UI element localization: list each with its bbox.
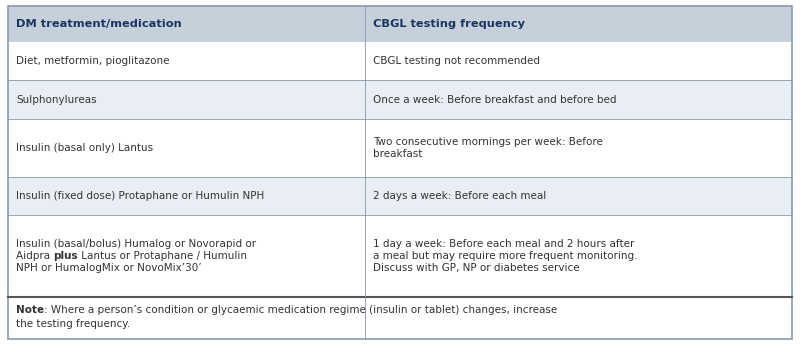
Bar <box>8 119 792 177</box>
Bar <box>8 215 792 297</box>
Text: the testing frequency.: the testing frequency. <box>16 319 130 329</box>
Text: 1 day a week: Before each meal and 2 hours after: 1 day a week: Before each meal and 2 hou… <box>373 239 634 249</box>
Text: breakfast: breakfast <box>373 149 422 159</box>
Text: Aidpra: Aidpra <box>16 251 54 261</box>
Text: Lantus or Protaphane / Humulin: Lantus or Protaphane / Humulin <box>78 251 247 261</box>
Text: Diet, metformin, pioglitazone: Diet, metformin, pioglitazone <box>16 56 170 66</box>
Bar <box>8 80 792 119</box>
Text: Insulin (fixed dose) Protaphane or Humulin NPH: Insulin (fixed dose) Protaphane or Humul… <box>16 191 264 201</box>
Bar <box>8 6 792 42</box>
Text: : Where a person’s condition or glycaemic medication regime (insulin or tablet) : : Where a person’s condition or glycaemi… <box>44 305 558 315</box>
Bar <box>8 177 792 215</box>
Text: Note: Note <box>16 305 44 315</box>
Text: CBGL testing frequency: CBGL testing frequency <box>373 19 525 29</box>
Bar <box>8 42 792 80</box>
Text: CBGL testing not recommended: CBGL testing not recommended <box>373 56 540 66</box>
Text: Sulphonylureas: Sulphonylureas <box>16 95 97 105</box>
Text: DM treatment/medication: DM treatment/medication <box>16 19 182 29</box>
Text: Insulin (basal only) Lantus: Insulin (basal only) Lantus <box>16 143 153 153</box>
Text: NPH or HumalogMix or NovoMix’30’: NPH or HumalogMix or NovoMix’30’ <box>16 263 202 273</box>
Text: Once a week: Before breakfast and before bed: Once a week: Before breakfast and before… <box>373 95 616 105</box>
Bar <box>8 297 792 339</box>
Text: Insulin (basal/bolus) Humalog or Novorapid or: Insulin (basal/bolus) Humalog or Novorap… <box>16 239 256 249</box>
Text: a meal but may require more frequent monitoring.: a meal but may require more frequent mon… <box>373 251 638 261</box>
Text: plus: plus <box>54 251 78 261</box>
Text: Discuss with GP, NP or diabetes service: Discuss with GP, NP or diabetes service <box>373 263 579 273</box>
Text: 2 days a week: Before each meal: 2 days a week: Before each meal <box>373 191 546 201</box>
Text: Two consecutive mornings per week: Before: Two consecutive mornings per week: Befor… <box>373 137 602 147</box>
